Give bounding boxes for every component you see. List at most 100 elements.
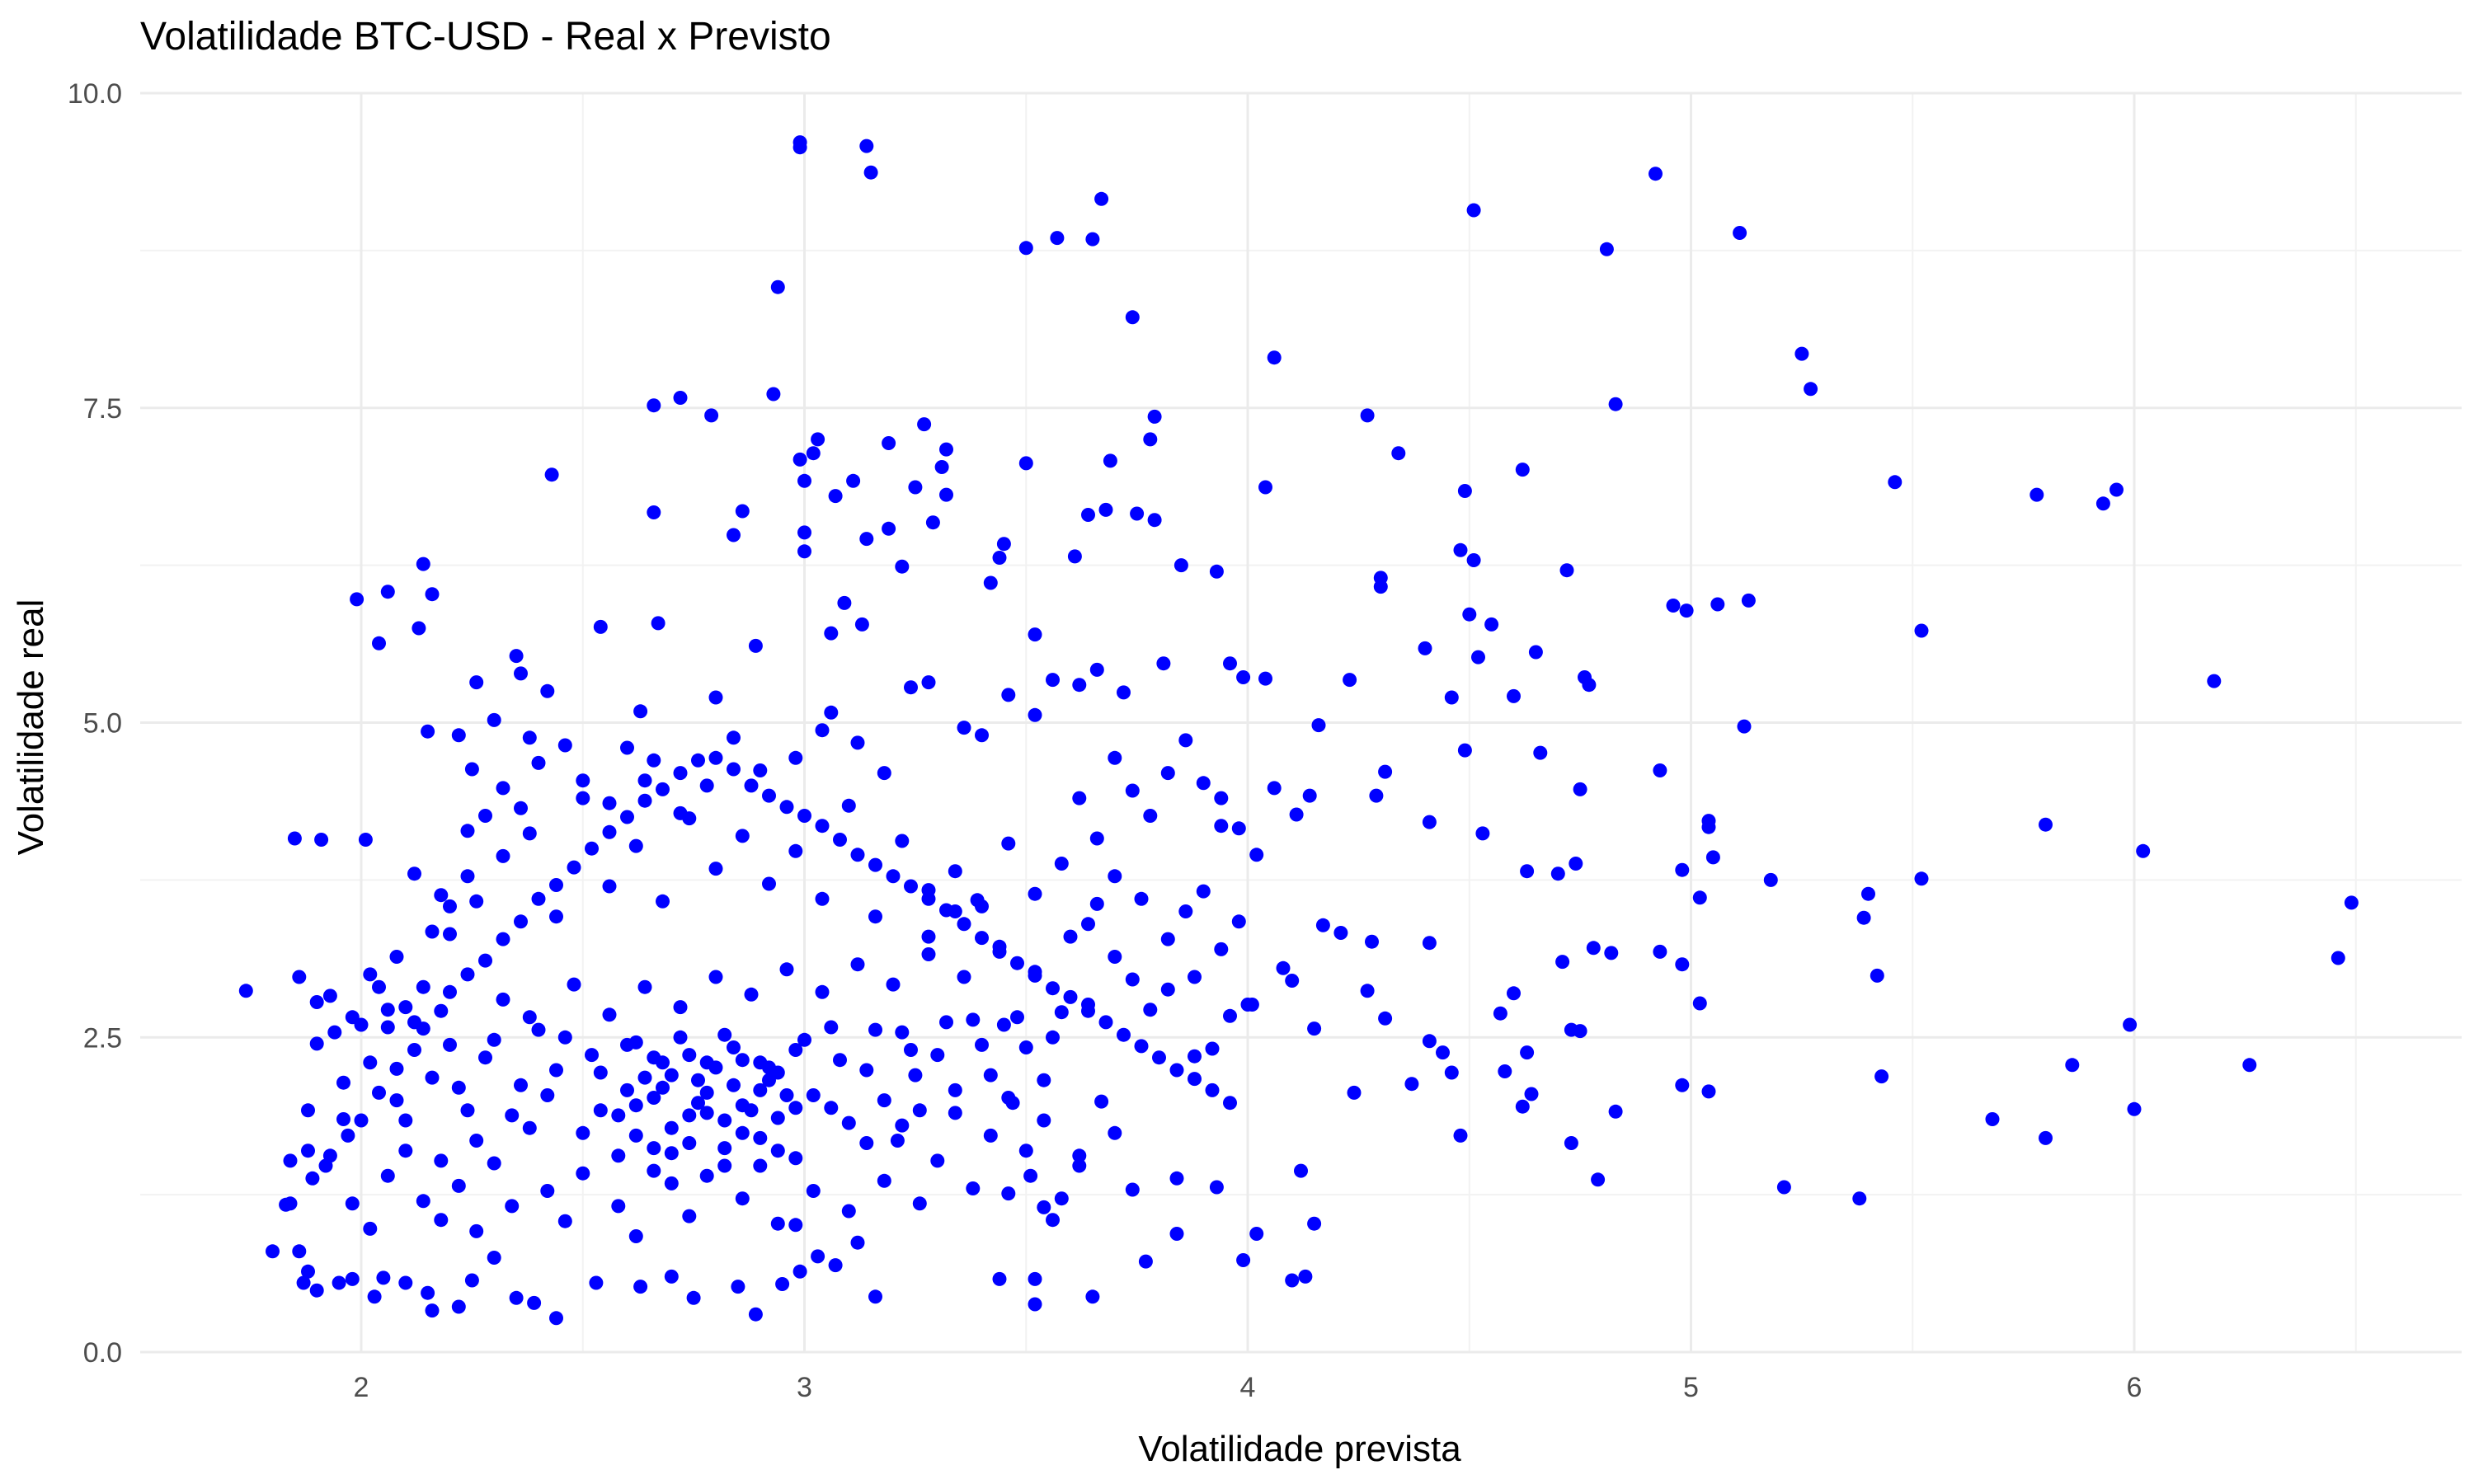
data-point [770, 1216, 785, 1231]
data-point [1160, 982, 1175, 997]
data-point [966, 1012, 981, 1027]
data-point [1475, 826, 1490, 841]
data-point [673, 1030, 688, 1045]
data-point [762, 876, 776, 891]
data-point [372, 636, 386, 650]
data-point [593, 1103, 608, 1118]
data-point [708, 970, 723, 984]
data-point [797, 473, 811, 488]
data-point [1209, 1180, 1224, 1195]
data-point [1422, 936, 1437, 951]
data-point [1037, 1200, 1051, 1214]
data-point [895, 559, 910, 574]
data-point [478, 1050, 492, 1065]
data-point [846, 473, 861, 488]
data-point [930, 1048, 945, 1063]
data-point [939, 487, 953, 502]
data-point [837, 595, 852, 610]
data-point [647, 1050, 661, 1065]
data-point [350, 592, 365, 607]
data-point [1453, 1128, 1468, 1143]
data-point [850, 735, 865, 750]
data-point [904, 879, 918, 894]
data-point [576, 1166, 590, 1181]
data-point [1985, 1112, 2000, 1126]
data-point [398, 1275, 413, 1290]
data-point [363, 967, 378, 982]
data-point [1098, 502, 1113, 517]
data-point [1085, 232, 1100, 247]
data-point [717, 1158, 732, 1173]
chart-title: Volatilidade BTC-USD - Real x Previsto [140, 15, 831, 59]
data-point [1214, 791, 1229, 805]
data-point [464, 1273, 479, 1288]
data-point [788, 750, 803, 765]
data-point [797, 525, 811, 540]
data-point [1507, 688, 1521, 703]
data-point [460, 869, 475, 884]
data-point [1018, 241, 1033, 256]
data-point [841, 798, 856, 813]
data-point [727, 1040, 741, 1054]
data-point [496, 848, 510, 863]
data-point [1444, 690, 1459, 705]
data-point [921, 929, 936, 944]
data-point [766, 387, 781, 402]
data-point [1422, 1034, 1437, 1049]
data-point [2030, 487, 2044, 502]
data-point [682, 1136, 697, 1150]
data-point [1559, 563, 1574, 578]
data-point [957, 721, 971, 735]
data-point [1125, 783, 1140, 798]
data-point [407, 1015, 421, 1030]
data-point [620, 810, 634, 824]
x-axis-ticks: 2 3 4 5 6 [354, 1372, 2142, 1403]
data-point [744, 778, 759, 793]
data-point [647, 753, 661, 768]
data-point [815, 723, 830, 738]
data-point [1436, 1045, 1450, 1060]
data-point [451, 1299, 466, 1314]
data-point [828, 1258, 843, 1273]
data-point [868, 909, 882, 924]
data-point [775, 1277, 790, 1291]
data-point [854, 617, 869, 632]
data-point [975, 1037, 989, 1052]
data-point [1692, 996, 1707, 1011]
data-point [744, 987, 759, 1002]
data-point [868, 1022, 882, 1037]
data-point [682, 1048, 697, 1063]
data-point [1143, 1003, 1158, 1017]
data-point [824, 626, 839, 641]
data-point [1737, 719, 1752, 734]
data-point [1125, 972, 1140, 987]
data-point [770, 1111, 785, 1125]
data-point [434, 1213, 449, 1228]
data-point [1072, 1148, 1087, 1163]
data-point [1599, 242, 1614, 256]
data-point [363, 1055, 378, 1070]
data-point [779, 962, 794, 977]
data-point [238, 984, 253, 998]
data-point [1466, 553, 1481, 567]
data-point [1733, 226, 1747, 240]
data-point [372, 979, 386, 994]
data-point [1160, 766, 1175, 781]
data-point [735, 1191, 750, 1206]
data-point [863, 165, 878, 180]
data-point [620, 1082, 634, 1097]
data-point [496, 992, 510, 1007]
data-point [673, 805, 688, 820]
data-point [380, 1003, 395, 1017]
data-point [1143, 809, 1158, 823]
data-point [1289, 807, 1304, 822]
data-point [1223, 656, 1237, 671]
data-point [389, 950, 404, 964]
data-point [1347, 1085, 1362, 1100]
data-point [664, 1120, 679, 1135]
data-point [301, 1144, 315, 1158]
data-point [1653, 944, 1667, 959]
data-point [664, 1068, 679, 1082]
data-point [509, 1290, 524, 1305]
data-point [1852, 1191, 1867, 1206]
